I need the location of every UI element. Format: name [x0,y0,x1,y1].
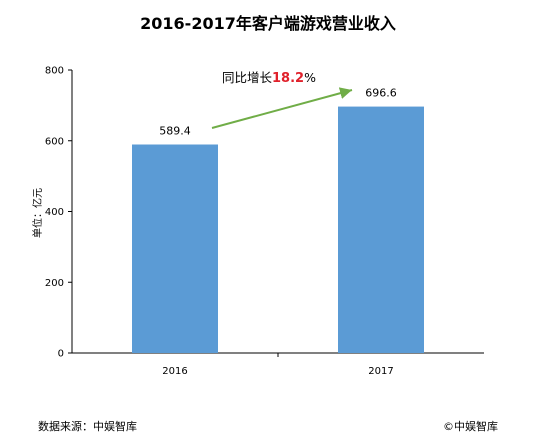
y-axis-label: 单位：亿元 [31,188,44,238]
bar-2017 [338,106,424,353]
y-tick-label: 400 [45,207,64,218]
bars [132,106,424,353]
growth-suffix: % [304,70,316,85]
growth-annotation: 同比增长18.2% [222,70,316,86]
growth-arrow [211,87,353,129]
data-label-2017: 696.6 [365,87,397,100]
y-tick-label: 0 [58,349,64,360]
value-labels: 589.4 696.6 [159,87,397,138]
growth-value: 18.2 [272,71,304,86]
growth-prefix: 同比增长 [222,70,273,85]
copyright: ©中娱智库 [443,419,498,433]
y-tick-label: 200 [45,278,64,289]
chart-title: 2016-2017年客户端游戏营业收入 [140,14,396,33]
data-label-2016: 589.4 [159,124,191,137]
x-tick-label: 2016 [162,366,187,377]
x-tick-label: 2017 [368,366,393,377]
y-ticks: 0 200 400 600 800 [45,66,72,360]
y-tick-label: 600 [45,136,64,147]
x-ticks: 2016 2017 [162,353,394,377]
bar-2016 [132,144,218,353]
y-tick-label: 800 [45,66,64,77]
source-note: 数据来源：中娱智库 [38,419,137,433]
